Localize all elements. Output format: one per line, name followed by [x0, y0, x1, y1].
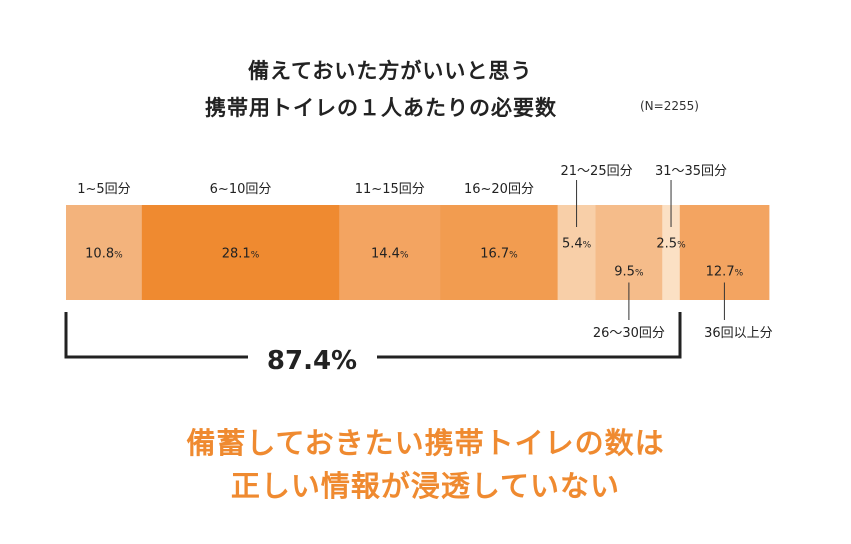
category-label-2: 6~10回分 — [210, 182, 272, 197]
bar-segment-1 — [66, 205, 143, 300]
headline-line2: 正しい情報が浸透していない — [230, 469, 621, 503]
bar-segment-4 — [440, 205, 559, 300]
bar-segment-2 — [141, 205, 340, 300]
value-label-2: 28.1% — [222, 247, 260, 262]
category-label-4: 16~20回分 — [464, 182, 534, 197]
sample-size-label: (N=2255) — [640, 99, 699, 113]
bar-segment-7 — [662, 205, 681, 300]
category-label-6: 26〜30回分 — [593, 326, 665, 341]
value-label-4: 16.7% — [480, 247, 518, 262]
category-label-7: 31〜35回分 — [655, 164, 727, 179]
category-label-8: 36回以上分 — [704, 326, 773, 341]
value-label-7: 2.5% — [656, 237, 686, 252]
category-label-1: 1~5回分 — [77, 182, 130, 197]
category-label-3: 11~15回分 — [355, 182, 425, 197]
headline-line1: 備蓄しておきたい携帯トイレの数は — [186, 426, 665, 460]
value-label-6: 9.5% — [614, 265, 644, 280]
value-label-8: 12.7% — [706, 265, 744, 280]
chart-title-line2: 携帯用トイレの１人あたりの必要数 — [205, 96, 557, 120]
value-label-5: 5.4% — [562, 237, 592, 252]
bracket-total-label: 87.4% — [267, 346, 357, 376]
bracket-87-4: 87.4% — [64, 312, 682, 376]
value-label-3: 14.4% — [371, 247, 409, 262]
bracket-left-line — [64, 312, 248, 359]
chart-title-line1: 備えておいた方がいいと思う — [248, 59, 533, 83]
bar-segment-3 — [339, 205, 441, 300]
value-label-1: 10.8% — [85, 247, 123, 262]
category-label-5: 21〜25回分 — [561, 164, 633, 179]
bracket-right-line — [377, 312, 682, 359]
